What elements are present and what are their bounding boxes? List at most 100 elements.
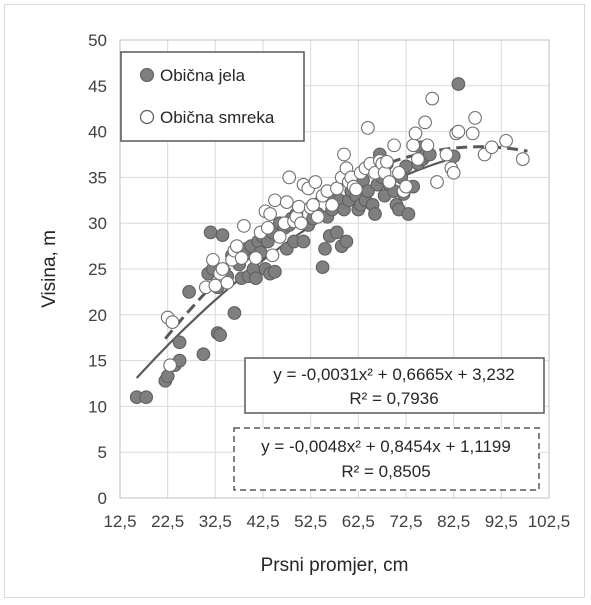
legend-marker-open <box>139 109 155 125</box>
legend: Obična jela Obična smreka <box>120 51 305 142</box>
point-smreka <box>465 126 480 141</box>
point-jela <box>330 225 344 240</box>
y-tick-label: 10 <box>88 397 107 416</box>
point-smreka <box>337 147 351 162</box>
x-tick-label: 82,5 <box>437 512 470 531</box>
point-jela <box>213 328 227 342</box>
axes <box>119 39 550 499</box>
point-smreka <box>349 182 363 197</box>
point-smreka <box>215 262 230 276</box>
point-smreka <box>439 147 454 162</box>
legend-marker-filled <box>140 68 154 82</box>
y-tick-label: 0 <box>98 489 107 508</box>
y-tick-label: 40 <box>88 123 107 142</box>
point-jela <box>227 306 242 320</box>
x-tick-label: 62,5 <box>342 512 375 531</box>
point-smreka <box>392 165 406 180</box>
x-tick-label: 42,5 <box>246 512 279 531</box>
point-smreka <box>418 115 432 130</box>
equation-box-solid: y = -0,0031x² + 0,6665x + 3,232 R² = 0,7… <box>244 357 545 414</box>
point-jela <box>401 207 416 221</box>
point-smreka <box>268 193 282 208</box>
point-smreka <box>325 198 339 212</box>
point-jela <box>160 369 175 384</box>
y-axis-label: Visina, m <box>39 230 60 308</box>
point-jela <box>172 335 187 350</box>
x-tick-label: 12,5 <box>103 512 136 531</box>
r2-solid: R² = 0,7936 <box>349 389 438 408</box>
point-smreka <box>468 111 482 125</box>
point-smreka <box>165 315 180 329</box>
equation-dashed: y = -0,0048x² + 0,8454x + 1,1199 <box>261 437 511 456</box>
point-smreka <box>220 275 235 290</box>
point-smreka <box>229 239 244 253</box>
y-tick-label: 30 <box>88 214 107 233</box>
point-smreka <box>234 251 249 265</box>
point-smreka <box>484 140 499 155</box>
point-smreka <box>308 175 323 189</box>
point-smreka <box>361 121 375 135</box>
legend-label-smreka: Obična smreka <box>160 108 275 127</box>
point-smreka <box>411 152 425 166</box>
x-axis-label: Prsni promjer, cm <box>261 555 409 576</box>
y-tick-label: 50 <box>88 31 107 50</box>
x-axis-tick-labels: 12,5 22,5 32,5 42,5 52,5 62,5 72,5 82,5 92,5 102,… <box>103 512 570 531</box>
x-tick-label: 92,5 <box>485 512 518 531</box>
point-smreka <box>272 230 287 244</box>
x-tick-label: 22,5 <box>151 512 184 531</box>
y-tick-label: 25 <box>88 260 107 279</box>
y-tick-label: 15 <box>88 352 107 371</box>
point-smreka <box>380 154 394 169</box>
point-jela <box>339 234 354 249</box>
point-smreka <box>425 91 440 106</box>
point-smreka <box>387 138 401 153</box>
point-jela <box>203 225 218 240</box>
point-smreka <box>263 207 277 221</box>
x-tick-label: 72,5 <box>389 512 422 531</box>
point-smreka <box>310 209 325 224</box>
point-smreka <box>499 133 513 148</box>
point-jela <box>296 234 311 249</box>
point-jela <box>451 77 466 91</box>
point-jela <box>248 271 263 286</box>
y-axis-tick-labels: 0 5 10 15 20 25 30 35 40 45 50 <box>88 31 107 508</box>
point-smreka <box>208 278 223 293</box>
point-smreka <box>306 198 320 212</box>
equation-box-dashed: y = -0,0048x² + 0,8454x + 1,1199 R² = 0,… <box>233 427 540 491</box>
point-smreka <box>420 138 435 153</box>
point-jela <box>182 285 196 299</box>
point-smreka <box>399 179 413 194</box>
point-smreka <box>279 195 294 209</box>
legend-label-jela: Obična jela <box>160 66 246 85</box>
trendlines <box>135 145 528 379</box>
equation-solid: y = -0,0031x² + 0,6665x + 3,232 <box>273 365 514 384</box>
y-tick-label: 45 <box>88 77 107 96</box>
point-smreka <box>282 170 297 185</box>
point-smreka <box>382 175 397 189</box>
r2-dashed: R² = 0,8505 <box>341 462 430 481</box>
point-smreka <box>260 220 275 235</box>
x-tick-label: 32,5 <box>199 512 232 531</box>
plot-area <box>119 39 550 499</box>
point-jela <box>318 241 332 256</box>
point-smreka <box>515 152 530 166</box>
point-jela <box>196 347 211 362</box>
point-jela <box>368 207 382 221</box>
y-tick-label: 5 <box>98 443 107 462</box>
point-jela <box>268 264 282 279</box>
point-smreka <box>237 219 251 233</box>
data-points <box>129 77 530 405</box>
point-smreka <box>446 165 461 180</box>
x-tick-label: 102,5 <box>528 512 571 531</box>
point-smreka <box>294 216 308 231</box>
point-smreka <box>291 199 306 214</box>
point-smreka <box>430 175 444 189</box>
point-jela <box>215 228 230 242</box>
point-smreka <box>406 138 421 153</box>
point-smreka <box>248 251 263 265</box>
point-smreka <box>206 252 220 267</box>
point-smreka <box>408 126 423 141</box>
point-jela <box>139 390 154 405</box>
point-jela <box>315 260 330 275</box>
